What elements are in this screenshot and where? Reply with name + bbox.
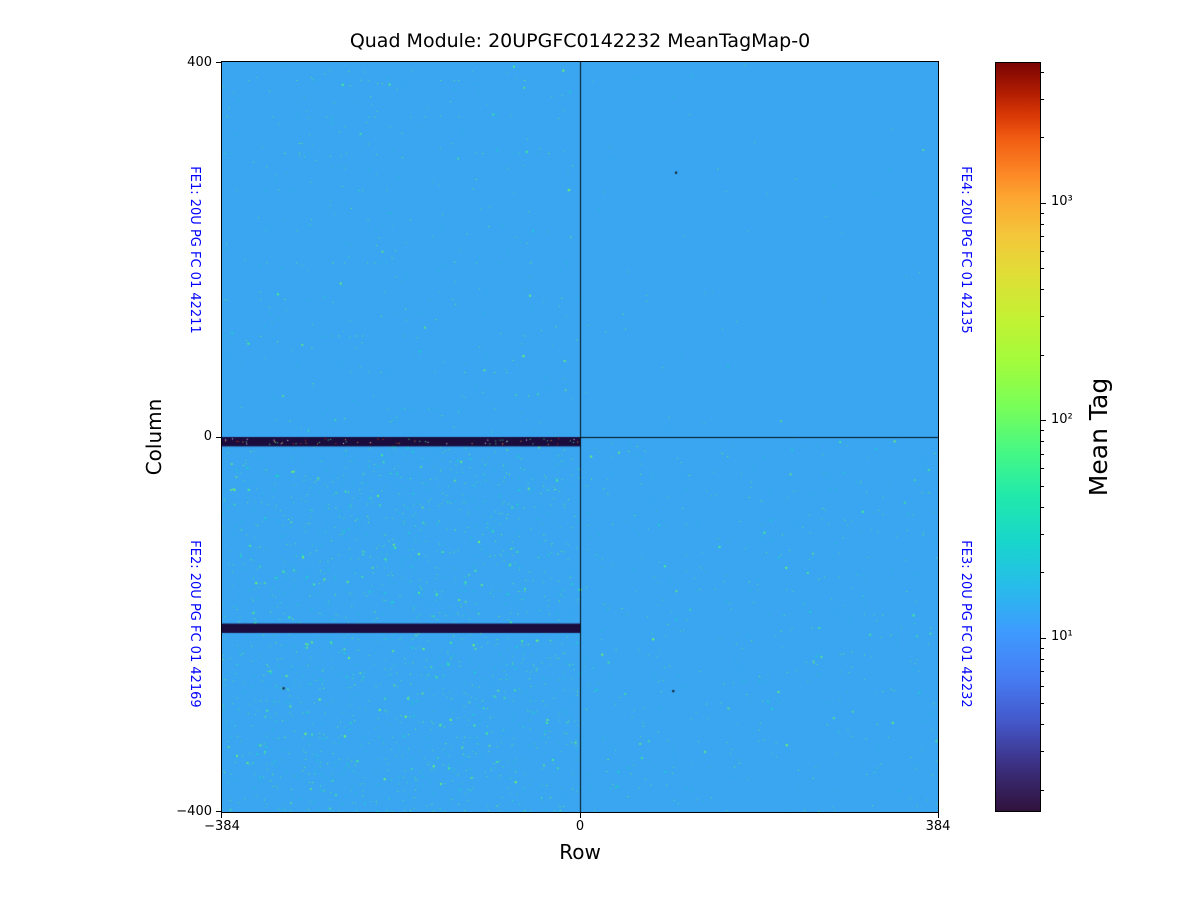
colorbar-label: Mean Tag: [1084, 377, 1113, 497]
colorbar-minor-tick: [1041, 724, 1044, 726]
colorbar-major-tick: [1041, 637, 1046, 639]
colorbar-minor-tick: [1041, 647, 1044, 649]
colorbar-minor-tick: [1041, 99, 1044, 101]
fe1-label: FE1: 20U PG FC 01 42211: [187, 166, 202, 334]
colorbar-tick-label: 10²: [1051, 412, 1073, 427]
colorbar-minor-tick: [1041, 268, 1044, 270]
colorbar-minor-tick: [1041, 453, 1044, 455]
colorbar-minor-tick: [1041, 236, 1044, 238]
colorbar-minor-tick: [1041, 441, 1044, 443]
colorbar-major-tick: [1041, 420, 1046, 422]
colorbar-minor-tick: [1041, 703, 1044, 705]
x-tick-label: −384: [204, 819, 240, 834]
colorbar-minor-tick: [1041, 485, 1044, 487]
colorbar-minor-tick: [1041, 572, 1044, 574]
colorbar-tick-label: 10³: [1051, 194, 1073, 209]
colorbar-minor-tick: [1041, 289, 1044, 291]
colorbar-minor-tick: [1041, 430, 1044, 432]
fe3-label: FE3: 20U PG FC 01 42232: [958, 540, 973, 708]
y-axis-tick: [216, 811, 221, 812]
colorbar-minor-tick: [1041, 251, 1044, 253]
colorbar: [995, 62, 1041, 812]
x-tick-label: 0: [575, 819, 585, 834]
colorbar-minor-tick: [1041, 137, 1044, 139]
y-tick-label: 400: [187, 55, 212, 70]
colorbar-minor-tick: [1041, 316, 1044, 318]
fe4-label: FE4: 20U PG FC 01 42135: [958, 166, 973, 334]
colorbar-minor-tick: [1041, 354, 1044, 356]
colorbar-minor-tick: [1041, 71, 1044, 73]
x-tick-label: 384: [925, 819, 951, 834]
x-axis-label: Row: [559, 840, 601, 864]
colorbar-minor-tick: [1041, 468, 1044, 470]
x-axis-tick: [938, 813, 939, 818]
chart-title: Quad Module: 20UPGFC0142232 MeanTagMap-0: [349, 30, 811, 52]
x-axis-tick: [580, 813, 581, 818]
colorbar-tick-label: 10¹: [1051, 629, 1073, 644]
colorbar-minor-tick: [1041, 671, 1044, 673]
colorbar-minor-tick: [1041, 751, 1044, 753]
colorbar-minor-tick: [1041, 685, 1044, 687]
heatmap-canvas: [222, 62, 938, 812]
colorbar-minor-tick: [1041, 506, 1044, 508]
y-axis-label: Column: [142, 398, 166, 476]
colorbar-minor-tick: [1041, 212, 1044, 214]
fe2-label: FE2: 20U PG FC 01 42169: [187, 540, 202, 708]
y-axis-tick: [216, 62, 221, 63]
colorbar-major-tick: [1041, 202, 1046, 204]
colorbar-minor-tick: [1041, 789, 1044, 791]
colorbar-tick-marks: [1041, 62, 1047, 812]
y-tick-label: 0: [203, 429, 212, 444]
colorbar-minor-tick: [1041, 533, 1044, 535]
colorbar-minor-tick: [1041, 658, 1044, 660]
colorbar-minor-tick: [1041, 223, 1044, 225]
y-axis-tick: [216, 437, 221, 438]
x-axis-tick: [221, 813, 222, 818]
y-tick-label: −400: [176, 804, 212, 819]
